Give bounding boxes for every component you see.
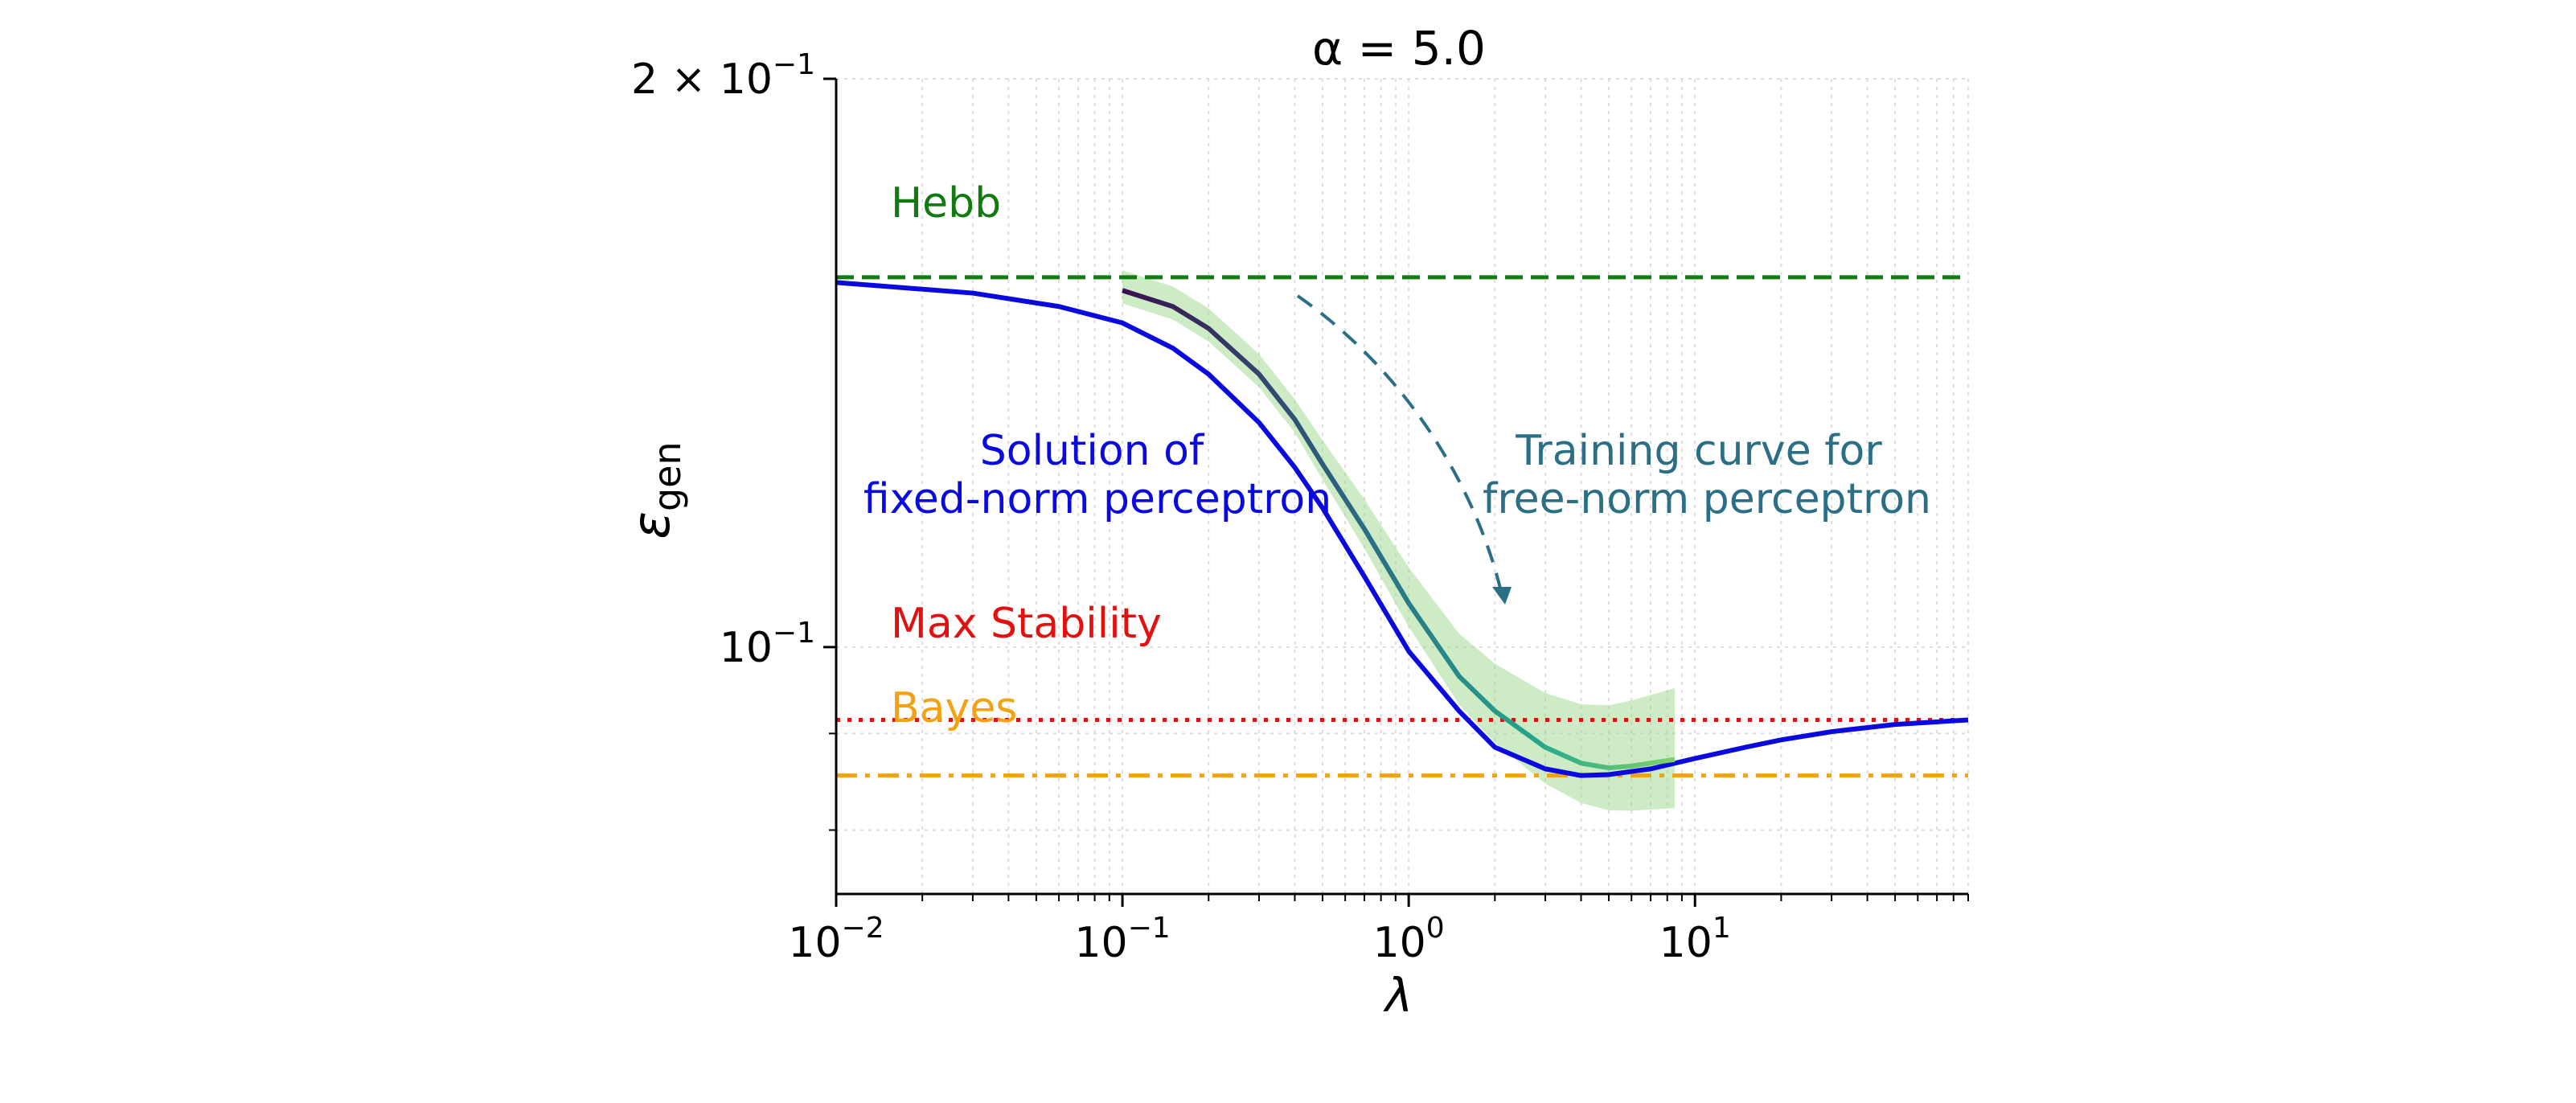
max-stability-label: Max Stability <box>891 600 1162 648</box>
training-uncertainty-band <box>1122 270 1676 811</box>
training-direction-arrow <box>1296 294 1512 605</box>
x-tick-label: 100 <box>1373 912 1445 967</box>
series-line-fixed-norm <box>835 280 1969 778</box>
chart-title: α = 5.0 <box>1312 21 1486 76</box>
bayes-label: Bayes <box>891 684 1017 732</box>
y-axis-label-main: ε <box>622 511 682 539</box>
grid <box>835 78 1969 894</box>
ticks: 10−2 10−1 100 101 2 × 10−1 10−1 <box>631 48 1969 967</box>
series-line-training <box>1122 288 1676 771</box>
x-axis-label: λ <box>1383 968 1413 1023</box>
reference-lines <box>836 275 1968 778</box>
y-axis-label-sub: gen <box>646 441 689 511</box>
series-lines <box>835 280 1969 778</box>
training-curve-label-line2: free-norm perceptron <box>1483 475 1931 523</box>
y-tick-label: 2 × 10−1 <box>631 48 815 104</box>
arrow-head <box>1492 587 1512 605</box>
y-tick-label: 10−1 <box>720 617 815 672</box>
fixed-norm-label-line1: Solution of <box>980 427 1205 475</box>
x-tick-label: 10−2 <box>788 912 884 967</box>
training-band <box>1122 270 1676 811</box>
x-tick-label: 10−1 <box>1074 912 1170 967</box>
training-curve-label-line1: Training curve for <box>1515 427 1882 475</box>
axes <box>835 79 1968 896</box>
hebb-label: Hebb <box>891 179 1001 228</box>
fixed-norm-label-line2: fixed-norm perceptron <box>863 475 1331 523</box>
y-axis-label: εgen <box>622 441 689 539</box>
svg-text:εgen: εgen <box>622 441 689 539</box>
x-tick-label: 101 <box>1659 912 1731 967</box>
